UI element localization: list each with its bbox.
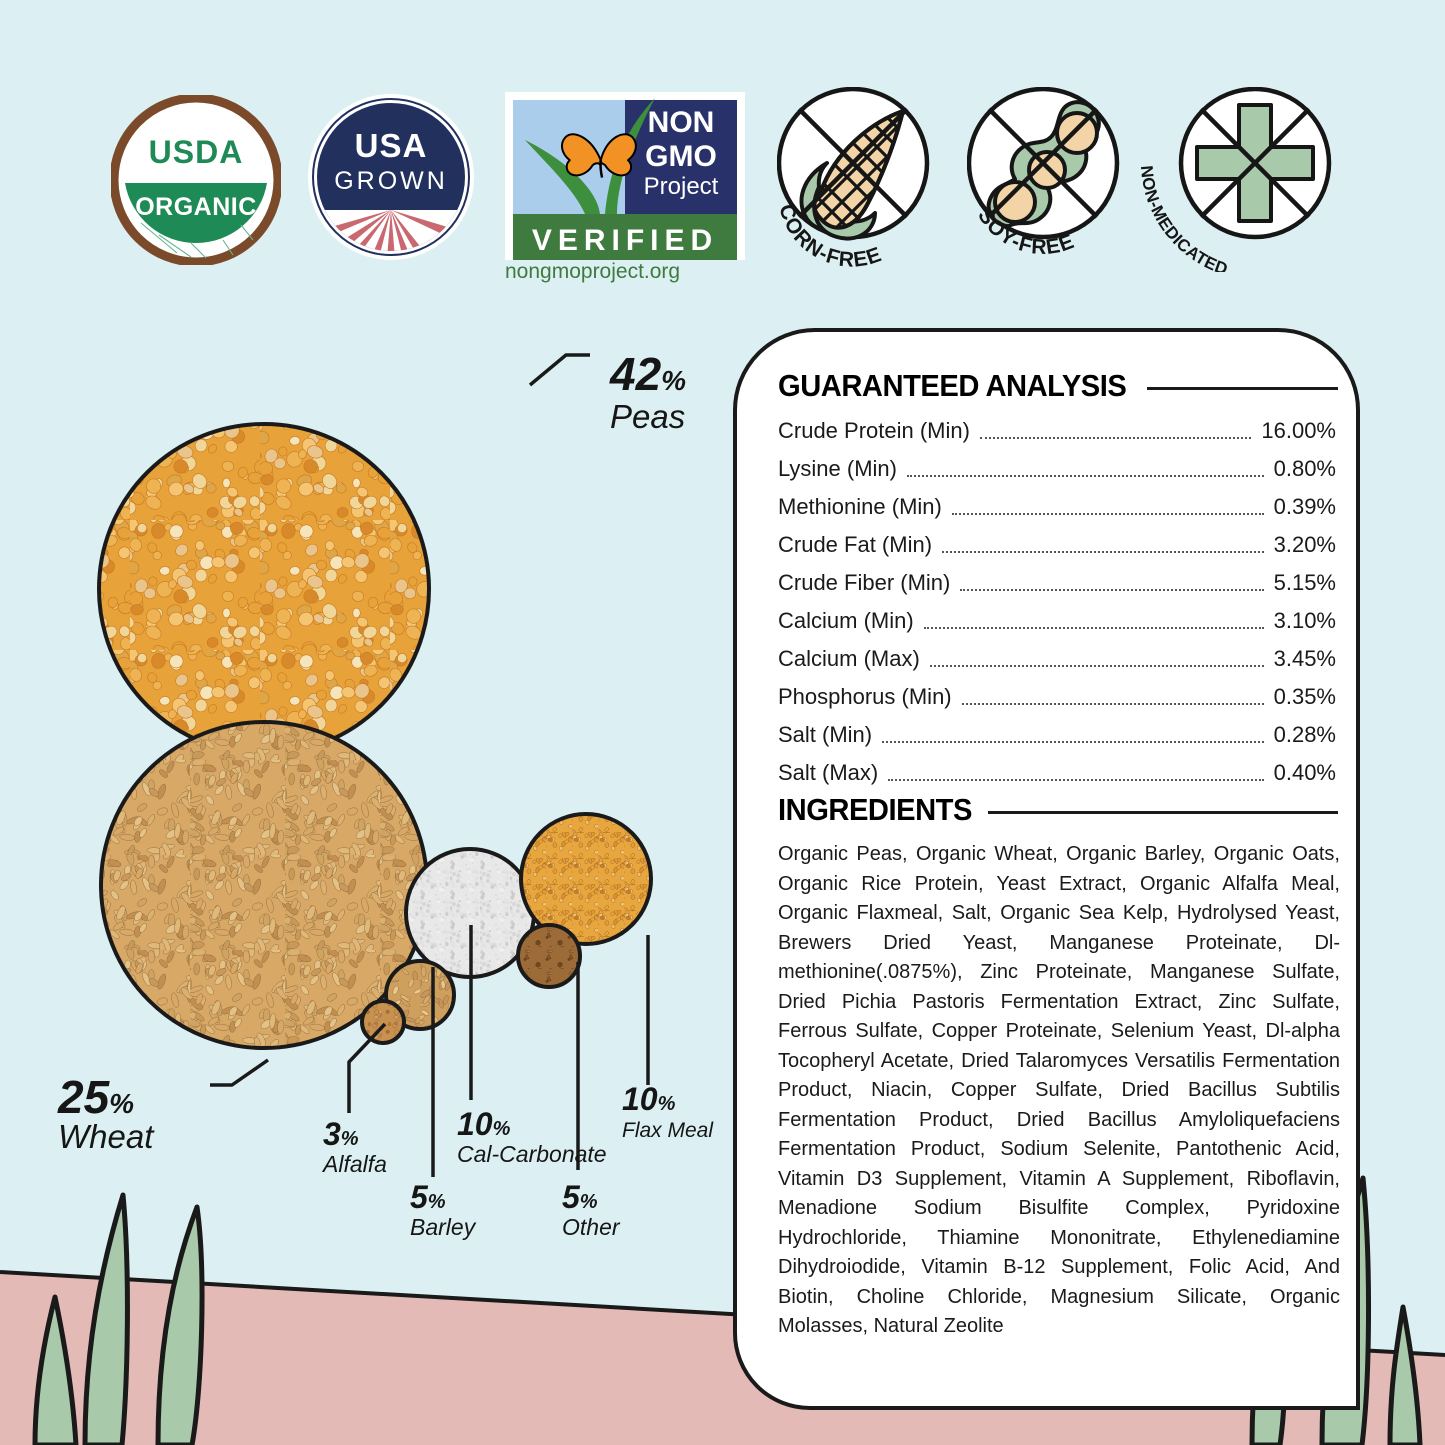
svg-text:5%: 5%	[410, 1179, 446, 1215]
svg-text:10%: 10%	[457, 1106, 511, 1142]
svg-text:Flax Meal: Flax Meal	[622, 1119, 714, 1142]
svg-text:Other: Other	[562, 1214, 621, 1240]
svg-text:5%: 5%	[562, 1179, 598, 1215]
svg-text:Wheat: Wheat	[58, 1118, 155, 1155]
svg-text:3%: 3%	[323, 1116, 359, 1152]
svg-text:10%: 10%	[622, 1081, 676, 1117]
svg-text:Alfalfa: Alfalfa	[321, 1151, 387, 1177]
svg-text:Peas: Peas	[610, 398, 685, 435]
svg-text:25%: 25%	[57, 1071, 134, 1123]
svg-text:Cal-Carbonate: Cal-Carbonate	[457, 1141, 607, 1167]
svg-text:Barley: Barley	[410, 1214, 477, 1240]
svg-text:42%: 42%	[609, 348, 686, 400]
